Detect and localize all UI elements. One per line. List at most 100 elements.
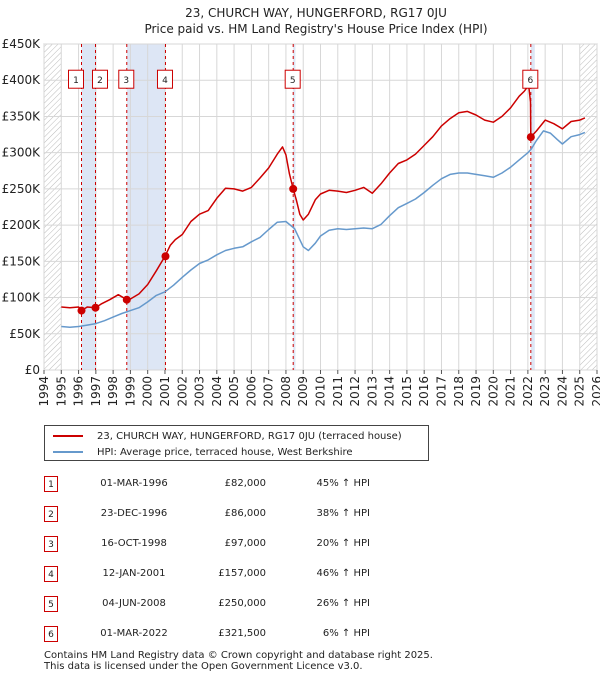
y-tick-label: £450K	[2, 37, 42, 51]
transaction-hpi-change: 26% ↑ HPI	[316, 598, 370, 609]
shaded-range-4	[530, 44, 535, 370]
hatched-range-1	[44, 44, 62, 370]
x-tick-label: 2016	[417, 376, 431, 407]
x-tick-label: 1996	[72, 376, 86, 407]
x-tick-label: 1998	[106, 376, 120, 407]
x-tick-label: 2003	[193, 376, 207, 407]
x-tick-label: 1995	[54, 376, 68, 407]
legend-label-hpi: HPI: Average price, terraced house, West…	[97, 446, 353, 458]
price-chart: 23, CHURCH WAY, HUNGERFORD, RG17 0JU Pri…	[2, 6, 600, 407]
legend-label-price: 23, CHURCH WAY, HUNGERFORD, RG17 0JU (te…	[97, 430, 402, 442]
x-tick-label: 2017	[434, 376, 448, 407]
x-tick-label: 2010	[314, 376, 328, 407]
x-tick-label: 2002	[175, 376, 189, 407]
y-tick-label: £200K	[2, 218, 42, 232]
legend-item-hpi: HPI: Average price, terraced house, West…	[53, 444, 353, 460]
x-tick-label: 2013	[365, 376, 379, 407]
transaction-hpi-change: 46% ↑ HPI	[316, 568, 370, 579]
legend-item-price: 23, CHURCH WAY, HUNGERFORD, RG17 0JU (te…	[53, 428, 402, 444]
transaction-date: 01-MAR-2022	[100, 628, 168, 639]
x-tick-label: 2012	[348, 376, 362, 407]
transaction-label-box-5	[284, 69, 301, 89]
transaction-label-6: 6	[527, 76, 533, 86]
transaction-label-box-4	[156, 69, 173, 89]
transaction-label-box-6	[522, 69, 539, 89]
hatched-ranges	[44, 44, 597, 370]
transaction-date: 04-JUN-2008	[102, 598, 166, 609]
shaded-range-2	[126, 44, 166, 370]
y-tick-label: £0	[25, 363, 40, 377]
x-tick-label: 2022	[521, 376, 535, 407]
transaction-labels: 1 2 3 4 5 6	[68, 69, 539, 89]
chart-title-line2: Price paid vs. HM Land Registry's House …	[144, 22, 487, 36]
x-tick-label: 2004	[210, 376, 224, 407]
x-tick-label: 2019	[469, 376, 483, 407]
transaction-dot-5	[289, 184, 298, 193]
transaction-number: 3	[44, 536, 58, 552]
x-tick-label: 2001	[158, 376, 172, 407]
x-tick-label: 2018	[452, 376, 466, 407]
y-tick-label: £150K	[2, 254, 42, 268]
series-line-hpi	[61, 130, 586, 329]
x-tick-label: 2020	[486, 376, 500, 407]
x-axis: 1994 1995 1996 1997 1998 1999 2000 2001 2002 2003…	[37, 370, 600, 407]
hatched-range-2	[579, 44, 597, 370]
transaction-label-5: 5	[290, 76, 296, 86]
transaction-date: 12-JAN-2001	[102, 568, 166, 579]
x-tick-label: 2025	[573, 376, 587, 407]
transaction-dot-4	[161, 252, 170, 261]
legend: 23, CHURCH WAY, HUNGERFORD, RG17 0JU (te…	[44, 425, 429, 461]
shaded-ranges	[81, 44, 535, 370]
transaction-date: 16-OCT-1998	[101, 538, 167, 549]
x-tick-label: 2026	[590, 376, 600, 407]
x-tick-label: 2021	[504, 376, 518, 407]
transaction-number: 1	[44, 476, 58, 492]
footer-line-1: Contains HM Land Registry data © Crown c…	[44, 650, 433, 661]
x-tick-label: 2024	[555, 376, 569, 407]
legend-swatch-hpi	[53, 451, 83, 453]
transaction-label-box-1	[68, 69, 85, 89]
transaction-label-box-2	[91, 69, 108, 89]
transaction-hpi-change: 6% ↑ HPI	[322, 628, 370, 639]
transaction-label-2: 2	[97, 76, 103, 86]
transaction-price: £82,000	[224, 478, 266, 489]
x-tick-label: 2005	[227, 376, 241, 407]
chart-title-line1: 23, CHURCH WAY, HUNGERFORD, RG17 0JU	[185, 6, 447, 20]
transaction-price: £157,000	[218, 568, 266, 579]
transaction-dot-6	[526, 133, 535, 142]
transaction-number: 2	[44, 506, 58, 522]
transaction-dot-1	[77, 306, 86, 315]
x-tick-label: 2006	[244, 376, 258, 407]
x-tick-label: 1999	[123, 376, 137, 407]
transaction-label-box-3	[118, 69, 135, 89]
series-line-price	[61, 84, 586, 312]
series	[61, 84, 586, 329]
transaction-price: £321,500	[218, 628, 266, 639]
shaded-range-1	[81, 44, 96, 370]
transaction-number: 5	[44, 596, 58, 612]
x-tick-label: 2011	[331, 376, 345, 407]
y-tick-label: £350K	[2, 109, 42, 123]
x-tick-label: 2023	[538, 376, 552, 407]
transaction-price: £97,000	[224, 538, 266, 549]
y-tick-label: £400K	[2, 73, 42, 87]
footer-line-2: This data is licensed under the Open Gov…	[44, 661, 363, 672]
x-tick-label: 2008	[279, 376, 293, 407]
transaction-hpi-change: 20% ↑ HPI	[316, 538, 370, 549]
x-tick-label: 2014	[383, 376, 397, 407]
x-tick-label: 2015	[400, 376, 414, 407]
x-tick-label: 2000	[141, 376, 155, 407]
transaction-label-4: 4	[162, 76, 168, 86]
transaction-number: 6	[44, 626, 58, 642]
transaction-label-3: 3	[123, 76, 129, 86]
transaction-date: 01-MAR-1996	[100, 478, 168, 489]
legend-swatch-price	[53, 435, 83, 437]
transaction-hpi-change: 45% ↑ HPI	[316, 478, 370, 489]
y-tick-label: £250K	[2, 182, 42, 196]
footer: Contains HM Land Registry data © Crown c…	[44, 650, 433, 672]
x-tick-label: 2009	[296, 376, 310, 407]
transaction-price: £250,000	[218, 598, 266, 609]
transaction-hpi-change: 38% ↑ HPI	[316, 508, 370, 519]
x-tick-label: 2007	[262, 376, 276, 407]
y-tick-label: £300K	[2, 146, 42, 160]
